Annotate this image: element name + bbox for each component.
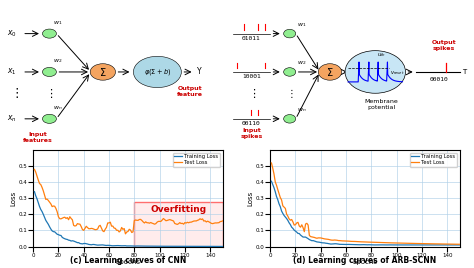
Test Loss bbox=[375, 241, 381, 244]
Training Loss bbox=[220, 245, 226, 248]
Bar bbox=[134, 202, 223, 247]
Training Loss bbox=[218, 245, 223, 248]
Test Loss bbox=[123, 232, 128, 236]
Text: Membrane
potential: Membrane potential bbox=[365, 99, 398, 110]
Text: 10001: 10001 bbox=[242, 74, 261, 79]
Text: $\vdots$: $\vdots$ bbox=[248, 87, 256, 100]
Text: Y: Y bbox=[197, 68, 201, 76]
Training Loss bbox=[433, 243, 438, 247]
Text: Output
feature: Output feature bbox=[177, 86, 203, 97]
Text: $w_2$: $w_2$ bbox=[53, 57, 62, 65]
Legend: Training Loss, Test Loss: Training Loss, Test Loss bbox=[173, 153, 220, 167]
Training Loss bbox=[162, 245, 167, 248]
Text: $u_{th}$: $u_{th}$ bbox=[377, 51, 386, 59]
Text: $x_n$: $x_n$ bbox=[7, 114, 17, 124]
Test Loss bbox=[32, 168, 37, 171]
Y-axis label: Loss: Loss bbox=[11, 191, 17, 206]
Training Loss bbox=[106, 244, 112, 247]
Text: T: T bbox=[462, 69, 466, 75]
Circle shape bbox=[43, 29, 56, 38]
Text: $\vdots$: $\vdots$ bbox=[46, 87, 54, 100]
Text: $\varphi(\Sigma + b)$: $\varphi(\Sigma + b)$ bbox=[144, 67, 171, 77]
Circle shape bbox=[90, 64, 116, 80]
Training Loss bbox=[269, 180, 274, 183]
Test Loss bbox=[424, 242, 430, 245]
Test Loss bbox=[106, 221, 112, 225]
Test Loss bbox=[220, 219, 226, 222]
Training Loss bbox=[367, 243, 373, 246]
Circle shape bbox=[318, 64, 342, 80]
Test Loss bbox=[399, 241, 404, 245]
Training Loss bbox=[187, 245, 193, 248]
Legend: Training Loss, Test Loss: Training Loss, Test Loss bbox=[410, 153, 457, 167]
Test Loss bbox=[343, 239, 349, 243]
Text: Input
features: Input features bbox=[23, 132, 52, 143]
Text: $\vdots$: $\vdots$ bbox=[10, 86, 19, 100]
Circle shape bbox=[43, 114, 56, 123]
Circle shape bbox=[283, 29, 296, 38]
X-axis label: Epochs: Epochs bbox=[353, 259, 377, 265]
Test Loss bbox=[131, 219, 137, 222]
Circle shape bbox=[283, 115, 296, 123]
Circle shape bbox=[283, 68, 296, 76]
Text: (a) Artificial Neuron: (a) Artificial Neuron bbox=[71, 157, 157, 166]
Training Loss bbox=[343, 243, 349, 246]
Test Loss bbox=[330, 239, 336, 242]
Text: $x_0$: $x_0$ bbox=[7, 28, 17, 39]
Text: $w_n$: $w_n$ bbox=[53, 104, 62, 112]
Test Loss bbox=[93, 228, 99, 231]
Text: $w_1$: $w_1$ bbox=[53, 18, 62, 27]
Text: $w_2$: $w_2$ bbox=[297, 59, 306, 67]
Line: Training Loss: Training Loss bbox=[35, 192, 223, 247]
Text: $v_{reset}$: $v_{reset}$ bbox=[390, 69, 405, 77]
Test Loss bbox=[139, 219, 145, 222]
Training Loss bbox=[424, 243, 430, 247]
Line: Test Loss: Test Loss bbox=[35, 169, 223, 234]
Circle shape bbox=[133, 56, 182, 88]
Text: 00010: 00010 bbox=[429, 77, 448, 82]
Text: $\Sigma$: $\Sigma$ bbox=[99, 66, 107, 78]
Text: $w_n$: $w_n$ bbox=[297, 106, 306, 114]
Text: Output
spikes: Output spikes bbox=[431, 40, 456, 51]
Training Loss bbox=[399, 243, 404, 247]
Text: (c) Learning curves of CNN: (c) Learning curves of CNN bbox=[70, 256, 186, 265]
Text: (b) Spiking Neuron: (b) Spiking Neuron bbox=[312, 157, 394, 166]
Test Loss bbox=[188, 221, 194, 224]
Text: $w_1$: $w_1$ bbox=[297, 21, 306, 29]
Training Loss bbox=[93, 243, 99, 247]
Training Loss bbox=[330, 242, 336, 245]
Text: Overfitting: Overfitting bbox=[150, 205, 207, 214]
Line: Training Loss: Training Loss bbox=[272, 181, 460, 245]
Circle shape bbox=[43, 68, 56, 76]
Test Loss bbox=[457, 243, 463, 246]
Text: $x_1$: $x_1$ bbox=[7, 67, 17, 77]
Text: 01011: 01011 bbox=[242, 36, 261, 41]
Text: Input
spikes: Input spikes bbox=[240, 128, 263, 139]
Line: Test Loss: Test Loss bbox=[272, 163, 460, 244]
Text: (d) Learning curves of ARB-SCNN: (d) Learning curves of ARB-SCNN bbox=[293, 256, 437, 265]
Training Loss bbox=[457, 243, 463, 247]
Text: 00110: 00110 bbox=[242, 121, 261, 126]
Text: $\Sigma$: $\Sigma$ bbox=[326, 66, 334, 78]
Test Loss bbox=[163, 219, 169, 222]
Test Loss bbox=[269, 161, 274, 165]
Text: $\vdots$: $\vdots$ bbox=[286, 87, 293, 100]
Circle shape bbox=[345, 51, 405, 93]
Test Loss bbox=[367, 241, 373, 244]
Training Loss bbox=[375, 243, 381, 247]
Training Loss bbox=[32, 190, 37, 193]
X-axis label: Epochs: Epochs bbox=[116, 259, 140, 265]
Training Loss bbox=[138, 244, 144, 248]
Training Loss bbox=[130, 244, 136, 248]
Y-axis label: Loss: Loss bbox=[248, 191, 254, 206]
